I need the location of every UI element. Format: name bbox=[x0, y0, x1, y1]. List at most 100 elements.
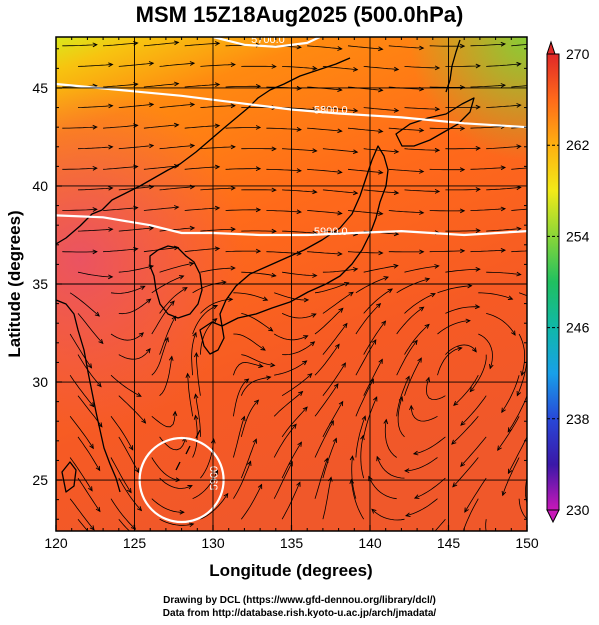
streamline bbox=[384, 419, 397, 458]
colorbar-label: 230 bbox=[566, 502, 590, 518]
streamline bbox=[103, 166, 138, 170]
streamline-arrowhead bbox=[469, 387, 475, 393]
streamline bbox=[425, 377, 446, 401]
streamline-arrowhead bbox=[393, 231, 400, 237]
streamline bbox=[240, 439, 257, 479]
x-tick-label: 135 bbox=[280, 535, 304, 551]
streamline bbox=[485, 519, 487, 531]
streamline bbox=[347, 168, 383, 174]
streamline bbox=[363, 66, 399, 70]
streamline-arrowhead bbox=[173, 81, 180, 87]
streamline bbox=[470, 249, 506, 253]
streamline bbox=[404, 66, 440, 69]
streamline bbox=[518, 498, 527, 520]
streamline-arrowhead bbox=[337, 251, 343, 257]
streamline-arrowhead bbox=[459, 84, 466, 90]
streamline-arrowhead bbox=[89, 402, 95, 408]
contour-label: 5700.0 bbox=[251, 34, 285, 46]
streamline-arrowhead bbox=[92, 42, 98, 48]
streamline-arrowhead bbox=[516, 390, 521, 397]
x-tick-label: 145 bbox=[437, 535, 461, 551]
colorbar-min-arrow bbox=[546, 509, 560, 524]
streamline bbox=[314, 344, 340, 376]
streamline bbox=[200, 493, 229, 520]
streamline bbox=[322, 323, 348, 355]
streamline-arrowhead bbox=[140, 285, 146, 290]
streamline bbox=[526, 313, 527, 314]
streamline bbox=[191, 332, 197, 376]
streamline-arrowhead bbox=[404, 512, 411, 518]
streamline bbox=[233, 416, 245, 458]
streamline bbox=[62, 44, 97, 47]
streamline-arrowhead bbox=[459, 248, 466, 254]
streamline bbox=[281, 406, 308, 438]
streamline bbox=[314, 458, 328, 499]
streamline-arrowhead bbox=[230, 62, 236, 67]
streamline-arrowhead bbox=[501, 407, 506, 414]
streamline-arrowhead bbox=[465, 318, 471, 324]
streamline bbox=[404, 324, 430, 355]
height-contour-line bbox=[212, 37, 321, 48]
streamline bbox=[184, 42, 220, 47]
streamline-arrowhead bbox=[164, 336, 169, 343]
streamline bbox=[77, 271, 113, 278]
y-tick-label: 45 bbox=[32, 80, 48, 96]
streamline-arrowhead bbox=[312, 189, 318, 195]
streamline bbox=[143, 165, 179, 170]
streamline-arrowhead bbox=[413, 494, 420, 499]
streamline bbox=[282, 148, 317, 152]
streamline-arrowhead bbox=[393, 149, 400, 154]
coastline-mainland bbox=[56, 57, 351, 245]
streamline-arrowhead bbox=[188, 261, 195, 267]
streamline-arrowhead bbox=[189, 225, 196, 231]
colorbar-label: 270 bbox=[566, 46, 590, 62]
streamline bbox=[273, 391, 303, 417]
streamline-arrowhead bbox=[260, 345, 266, 351]
coastline-taiwan bbox=[61, 461, 77, 493]
streamline-arrowhead bbox=[452, 482, 458, 488]
streamline bbox=[151, 498, 184, 513]
streamline bbox=[110, 416, 134, 450]
streamline bbox=[314, 383, 339, 417]
streamline bbox=[511, 167, 527, 170]
streamline-arrowhead bbox=[230, 144, 236, 150]
streamline-arrowhead bbox=[489, 363, 494, 370]
streamline-arrowhead bbox=[297, 441, 302, 447]
streamline bbox=[233, 378, 249, 417]
streamline bbox=[233, 461, 251, 499]
streamline bbox=[200, 187, 235, 191]
streamline-arrowhead bbox=[516, 144, 522, 149]
streamline bbox=[200, 267, 235, 273]
streamline-arrowhead bbox=[172, 410, 178, 417]
streamline-arrowhead bbox=[393, 263, 399, 269]
streamline bbox=[184, 207, 220, 211]
coastline-honshu bbox=[219, 145, 389, 327]
streamline-arrowhead bbox=[309, 341, 316, 347]
streamline bbox=[322, 268, 358, 273]
streamline-arrowhead bbox=[474, 304, 481, 310]
streamline-arrowhead bbox=[383, 418, 389, 425]
streamline-arrowhead bbox=[169, 300, 175, 306]
streamline-arrowhead bbox=[417, 357, 422, 363]
streamline bbox=[363, 320, 386, 355]
streamline-arrowhead bbox=[240, 415, 246, 422]
streamline bbox=[404, 107, 440, 110]
streamline-arrowhead bbox=[516, 226, 522, 232]
streamline-arrowhead bbox=[128, 445, 134, 451]
streamline-arrowhead bbox=[268, 326, 274, 332]
streamline-arrowhead bbox=[337, 87, 343, 93]
streamline bbox=[118, 227, 154, 232]
streamline bbox=[159, 356, 173, 396]
streamline bbox=[445, 230, 480, 232]
streamline-arrowhead bbox=[378, 250, 384, 256]
credit-line-2: Data from http://database.rish.kyoto-u.a… bbox=[162, 608, 437, 619]
streamline-arrowhead bbox=[173, 40, 180, 46]
streamline bbox=[77, 146, 113, 150]
streamline-arrowhead bbox=[126, 487, 132, 494]
streamline-arrowhead bbox=[475, 187, 481, 192]
streamline bbox=[274, 333, 308, 341]
streamline bbox=[470, 208, 506, 211]
streamline bbox=[388, 45, 424, 49]
streamline bbox=[452, 457, 479, 487]
coastline-kyushu bbox=[199, 321, 225, 355]
